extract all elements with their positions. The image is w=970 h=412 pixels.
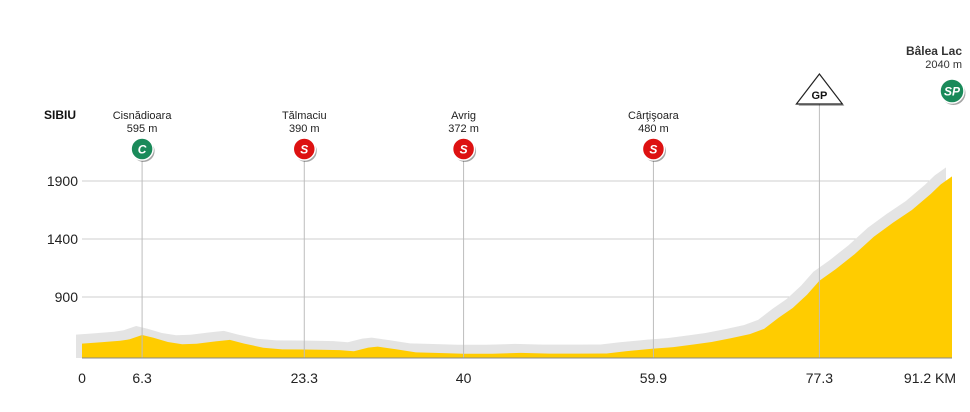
x-tick-label: 6.3 xyxy=(132,370,152,386)
waypoint-elevation: 372 m xyxy=(448,123,479,135)
finish-badge xyxy=(939,78,965,104)
x-tick-label: 23.3 xyxy=(291,370,318,386)
waypoint-name: Avrig xyxy=(451,110,476,122)
waypoint-badge xyxy=(292,137,317,161)
profile-fill xyxy=(82,176,952,358)
y-tick-label: 900 xyxy=(55,289,79,305)
finish-badge-letter: SP xyxy=(944,85,961,99)
waypoint-elevation: 480 m xyxy=(638,123,669,135)
waypoint-badge-letter: S xyxy=(300,143,308,157)
y-axis-ticks: 900 1400 1900 xyxy=(47,173,78,305)
x-tick-label: 77.3 xyxy=(806,370,833,386)
gp-climb-marker: GP xyxy=(795,73,845,106)
waypoint-elevation: 390 m xyxy=(289,123,320,135)
waypoint-name: Cârţişoara xyxy=(628,110,680,122)
waypoint-name: Tălmaciu xyxy=(282,110,327,122)
x-tick-label: 40 xyxy=(456,370,472,386)
waypoint-badge-letter: C xyxy=(138,143,147,157)
waypoint-badge xyxy=(451,137,476,161)
start-label: SIBIU xyxy=(44,108,76,122)
y-tick-label: 1400 xyxy=(47,231,78,247)
x-tick-label: 0 xyxy=(78,370,86,386)
y-tick-label: 1900 xyxy=(47,173,78,189)
x-tick-label: 59.9 xyxy=(640,370,667,386)
waypoint-name: Cisnădioara xyxy=(113,110,173,122)
x-tick-label: 91.2 KM xyxy=(904,370,956,386)
gp-triangle xyxy=(795,73,844,105)
marker-lines xyxy=(141,104,820,358)
waypoint-badge-letter: S xyxy=(460,143,468,157)
gp-label: GP xyxy=(811,90,827,102)
waypoint-badge xyxy=(130,137,154,161)
waypoint-elevation: 595 m xyxy=(127,123,158,135)
finish-elevation: 2040 m xyxy=(925,59,962,71)
x-axis-ticks: 0 6.3 23.3 40 59.9 77.3 91.2 KM xyxy=(78,370,956,386)
finish-name: Bâlea Lac xyxy=(906,44,962,58)
profile-area xyxy=(76,167,952,358)
waypoint-badge-letter: S xyxy=(649,143,657,157)
waypoint-badge xyxy=(641,137,666,161)
